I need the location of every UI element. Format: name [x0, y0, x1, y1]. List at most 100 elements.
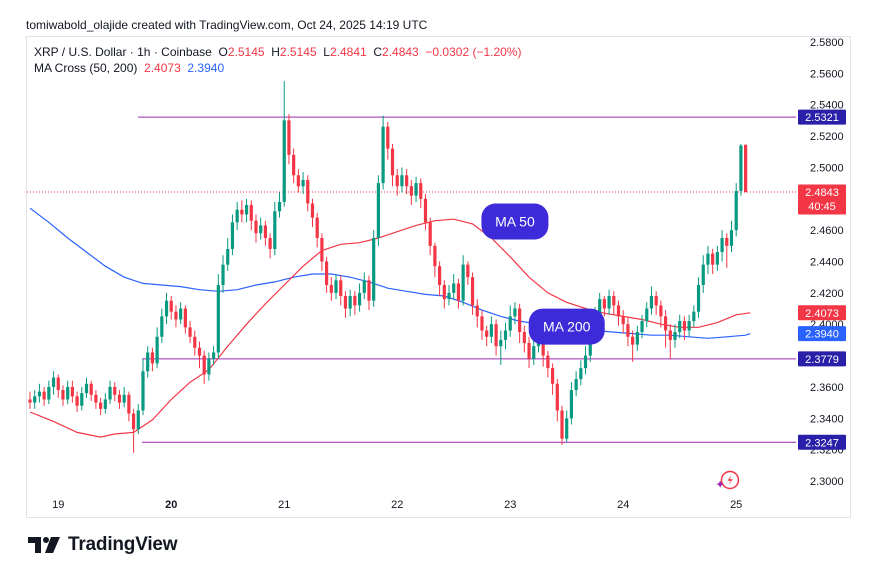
- x-tick-label: 25: [730, 499, 742, 511]
- annotations-layer: MA 50 MA 200: [481, 203, 605, 345]
- candle: [715, 245, 719, 271]
- y-tick-label: 2.5400: [810, 100, 844, 112]
- candle: [381, 115, 385, 190]
- level-price-tag-text: 2.3247: [805, 437, 839, 449]
- ma50-line: [29, 218, 751, 438]
- candle: [616, 300, 621, 326]
- candle-body: [277, 201, 282, 212]
- candle: [626, 317, 630, 347]
- legend-low-label: L: [323, 45, 330, 59]
- candle-body: [212, 352, 216, 359]
- tradingview-logo[interactable]: TradingView: [28, 534, 178, 556]
- candle: [569, 382, 574, 425]
- candle: [744, 144, 748, 193]
- candle-body: [480, 316, 484, 331]
- candle-body: [744, 144, 748, 193]
- candle: [612, 291, 616, 315]
- candle: [169, 295, 173, 320]
- candle: [461, 255, 465, 306]
- candle: [66, 380, 70, 405]
- candle: [546, 350, 550, 378]
- candle: [273, 201, 277, 256]
- candle: [442, 280, 446, 309]
- candle: [456, 278, 461, 309]
- candle-body: [70, 386, 74, 397]
- candle: [470, 272, 475, 315]
- legend-ma-row: MA Cross (50, 200) 2.4073 2.3940: [34, 60, 521, 76]
- candle-body: [183, 308, 187, 328]
- candle: [602, 295, 606, 317]
- candle: [579, 360, 583, 386]
- ma-annotation: MA 50: [481, 203, 549, 240]
- ma-annotation-bg: [481, 203, 549, 240]
- candle: [494, 319, 498, 356]
- candle: [390, 143, 395, 187]
- candle-body: [437, 266, 442, 286]
- candle-body: [565, 418, 569, 439]
- candle-body: [663, 316, 668, 331]
- candle-body: [532, 346, 536, 359]
- legend-ma-name: MA Cross (50, 200): [34, 61, 138, 75]
- last-price-tag: 2.4843 40:45: [798, 184, 846, 215]
- ma-annotation-text: MA 200: [543, 319, 591, 335]
- candle-body: [117, 394, 122, 403]
- candle: [325, 256, 329, 293]
- candle-body: [287, 120, 291, 155]
- candle-body: [466, 264, 470, 278]
- candle: [127, 391, 131, 422]
- candle: [122, 386, 126, 408]
- candle: [706, 245, 710, 275]
- candle: [550, 363, 555, 395]
- candle: [485, 325, 489, 347]
- candle: [711, 248, 715, 275]
- candle: [268, 233, 272, 259]
- candle: [131, 408, 136, 453]
- candle: [503, 322, 508, 350]
- candle-body: [381, 126, 385, 184]
- chart-attribution: tomiwabold_olajide created with TradingV…: [26, 18, 428, 32]
- candle-body: [230, 222, 235, 249]
- candle-body: [527, 343, 531, 359]
- legend-symbol-row: XRP / U.S. Dollar · 1h · Coinbase O2.514…: [34, 44, 521, 60]
- candle: [216, 274, 220, 359]
- candle-body: [334, 280, 338, 293]
- candle: [136, 404, 140, 434]
- tradingview-logo-icon: [28, 537, 60, 553]
- candle: [141, 358, 145, 416]
- candle: [155, 327, 159, 369]
- candle-body: [94, 394, 98, 403]
- candle-body: [28, 399, 32, 403]
- candle: [292, 148, 296, 184]
- candle: [466, 261, 470, 286]
- candle: [70, 380, 74, 403]
- candle-body: [626, 324, 630, 337]
- x-tick-label: 20: [165, 499, 177, 511]
- candle-body: [701, 264, 705, 286]
- candle: [249, 200, 253, 231]
- candle-body: [108, 386, 112, 400]
- candle: [296, 168, 300, 193]
- candle-body: [725, 237, 729, 246]
- legend-change: −0.0302 (−1.20%): [425, 45, 522, 59]
- candle-body: [103, 399, 107, 409]
- candle-body: [254, 220, 258, 234]
- candle-body: [202, 355, 206, 375]
- candle-body: [216, 285, 220, 353]
- candle-body: [635, 332, 639, 345]
- candle-body: [583, 355, 588, 369]
- candle: [80, 386, 84, 411]
- candle: [673, 324, 677, 348]
- candle-body: [42, 391, 46, 400]
- tradingview-replay-icon[interactable]: [716, 470, 740, 490]
- candle: [645, 302, 649, 328]
- candle-body: [475, 305, 479, 317]
- candle-body: [602, 299, 606, 309]
- candle: [565, 410, 569, 442]
- candle: [160, 308, 164, 344]
- candle: [320, 233, 324, 271]
- candle-body: [499, 339, 503, 347]
- legend-open-value: 2.5145: [227, 45, 265, 59]
- candle-body: [249, 205, 253, 221]
- candle-body: [687, 321, 691, 331]
